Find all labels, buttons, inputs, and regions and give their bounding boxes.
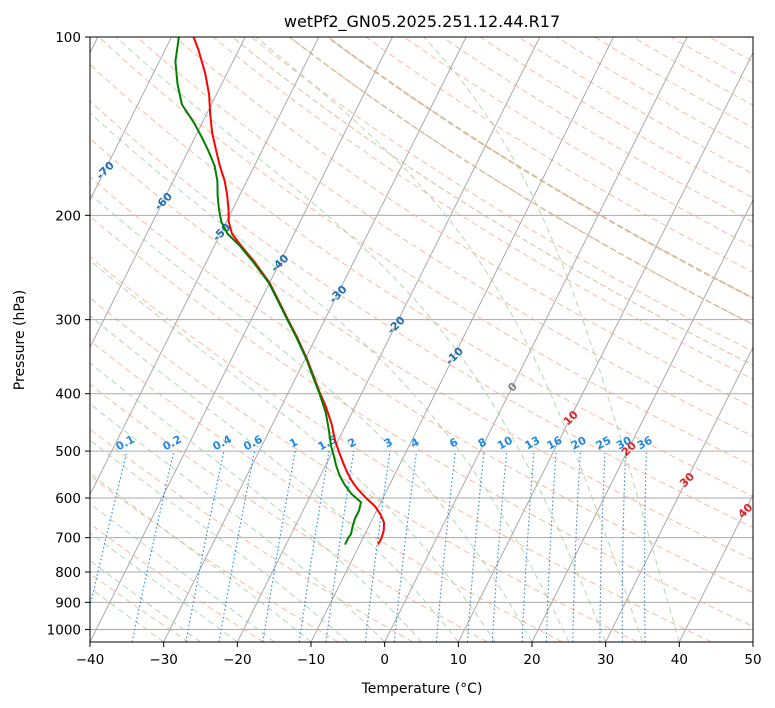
mixing-ratio-label: 13 [523,434,543,453]
moist-adiabat-line [90,587,164,642]
dry-adiabat-line [212,37,753,380]
mixing-ratio-line [435,451,456,642]
moist-adiabats [90,37,680,642]
mixing-ratio-line [298,451,330,642]
dry-adiabat-line [98,37,753,467]
y-tick-label: 400 [55,387,81,403]
isotherm-line [90,37,246,349]
mixing-ratio-line [393,451,418,642]
dry-adiabat-line [90,215,753,628]
moist-adiabat-line [90,532,238,642]
x-tick-label: −10 [297,652,326,668]
mixing-ratio-line [325,451,355,642]
dewpoint-profile-line [174,37,362,546]
moist-adiabat-line [90,472,312,642]
x-tick-label: 40 [671,652,688,668]
dry-adiabat-line [90,100,753,529]
dry-adiabat-line [90,475,339,642]
isotherm-line [457,51,753,642]
moist-adiabat-line [90,259,496,642]
isotherm-line [90,37,172,202]
y-tick-label: 600 [55,491,81,507]
mixing-ratio-line [466,451,485,642]
mixing-ratio-label: 16 [545,434,565,453]
dry-adiabat-line [90,176,753,594]
moist-adiabat-line [90,362,422,642]
isotherm-line [605,346,753,642]
isotherm-line [163,37,467,642]
isotherm-line [384,37,688,642]
y-tick-label: 100 [55,30,81,46]
x-tick-label: 0 [380,652,389,668]
plot-frame [89,36,754,643]
x-tick-label: −40 [76,652,105,668]
isotherm-line [531,198,753,642]
chart-title: wetPf2_GN05.2025.251.12.44.R17 [284,12,560,32]
isotherm-line [90,37,320,496]
dry-adiabat-line [90,137,753,561]
moist-adiabat-line [90,315,459,642]
mixing-ratio-line [131,450,175,642]
moist-adiabat-line [90,439,349,642]
y-axis-label: Pressure (hPa) [12,290,28,390]
dry-adiabat-line [90,428,414,642]
mixing-ratio-labels: 0.1 0.2 0.4 0.6 1 1.5 2 3 4 6 8 10 13 16 20 25 30 36 [114,433,655,454]
mixing-ratio-label: 20 [569,434,589,453]
dry-adiabat-line [90,255,712,642]
dry-adiabat-line [251,37,753,353]
x-axis-label: Temperature (°C) [361,681,483,697]
x-tick-label: 20 [523,652,540,668]
special-curve-line [289,37,753,326]
isobar-grid [90,37,753,630]
moist-adiabat-line [90,560,201,642]
y-tick-label: 800 [55,565,81,581]
mixing-ratio-label: 30 [614,434,634,453]
mixing-ratio-label: 25 [594,434,614,453]
mixing-ratio-lines [90,450,647,642]
special-curves [231,37,753,366]
moist-adiabat-line [90,403,386,642]
x-tick-label: 50 [744,652,761,668]
special-curve-line [327,37,753,300]
mixing-ratio-label: 10 [495,434,515,453]
x-tick-label: −20 [223,652,252,668]
moist-adiabat-line [255,37,643,642]
special-curve-line [231,37,753,366]
y-tick-label: 300 [55,313,81,329]
dry-adiabat-line [90,572,190,642]
isotherm-line [236,37,541,642]
mixing-ratio-line [364,451,391,642]
y-tick-label: 200 [55,208,81,224]
mixing-ratio-label: 36 [635,434,655,453]
dry-adiabat-line [90,63,753,497]
y-tick-label: 1000 [47,622,81,638]
isotherm-line [678,493,753,642]
sounding-profiles [174,37,385,546]
y-tick-label: 700 [55,531,81,547]
dry-adiabats [90,37,753,642]
y-tick-label: 500 [55,444,81,460]
moist-adiabat-line [423,37,680,642]
x-tick-label: 30 [597,652,614,668]
dry-adiabat-line [90,383,488,642]
isotherm-grid [90,37,753,642]
dry-adiabat-line [90,339,563,642]
moist-adiabat-line [115,37,607,642]
x-tick-label: 10 [450,652,467,668]
mixing-ratio-line [90,450,128,609]
x-tick-label: −30 [149,652,178,668]
x-axis-ticks: −40 −30 −20 −10 0 10 20 30 40 50 [76,642,762,668]
y-axis-ticks: 100 200 300 400 500 600 700 800 900 1000 [47,30,90,638]
y-tick-label: 900 [55,595,81,611]
isotherm-line [90,37,393,642]
